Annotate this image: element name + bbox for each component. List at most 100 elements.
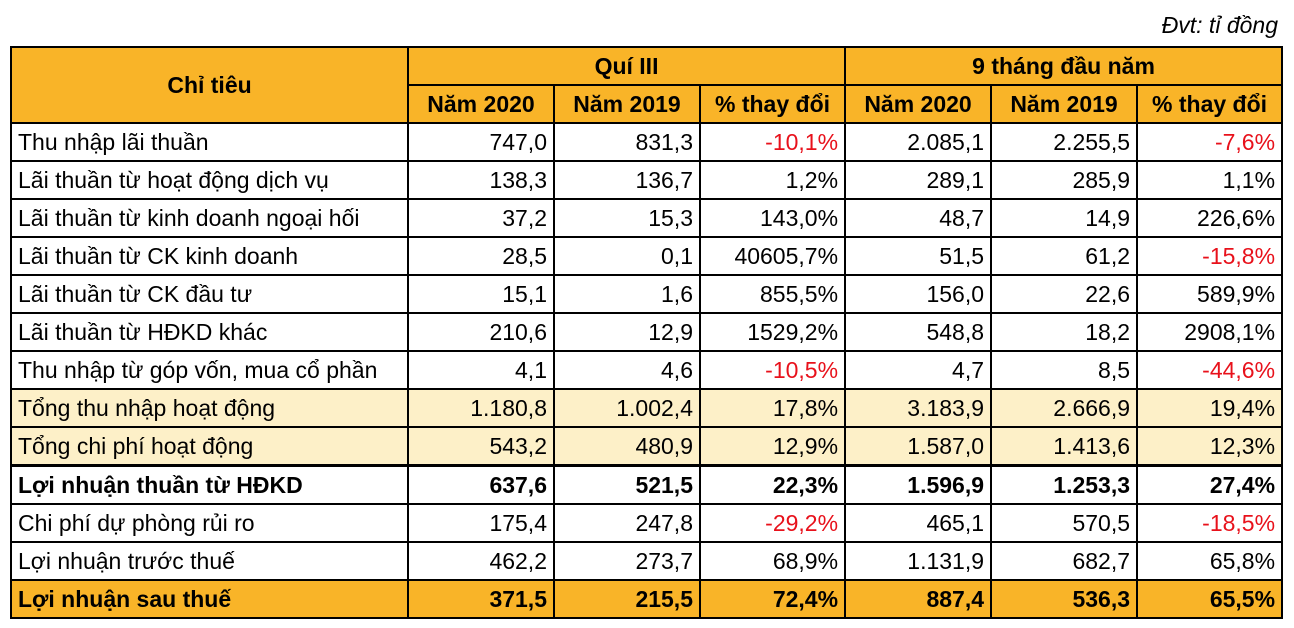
- header-row-label: Chỉ tiêu: [10, 46, 409, 124]
- table-row: Tổng thu nhập hoạt động 1.180,8 1.002,4 17,…: [10, 388, 1284, 428]
- table-cell: 15,1: [407, 274, 555, 314]
- row-label: Thu nhập từ góp vốn, mua cổ phần: [10, 350, 409, 390]
- table-cell: 273,7: [553, 541, 701, 581]
- row-label: Lãi thuần từ hoạt động dịch vụ: [10, 160, 409, 200]
- table-cell: 589,9%: [1136, 274, 1284, 314]
- table-cell: 1.180,8: [407, 388, 555, 428]
- table-cell: 51,5: [844, 236, 993, 276]
- table-cell: 18,2: [990, 312, 1139, 352]
- subheader-9m-2019: Năm 2019: [990, 84, 1139, 124]
- table-cell: 143,0%: [698, 198, 847, 238]
- table-cell: 831,3: [553, 122, 701, 162]
- table-cell: 285,9: [990, 160, 1139, 200]
- table-cell: 1.002,4: [553, 388, 701, 428]
- table-cell: 536,3: [990, 579, 1139, 619]
- row-label: Thu nhập lãi thuần: [10, 122, 409, 162]
- unit-label: Đvt: tỉ đồng: [1161, 12, 1278, 38]
- table-cell: 14,9: [990, 198, 1139, 238]
- table-row: Lợi nhuận thuần từ HĐKD 637,6 521,5 22,3% 1.…: [10, 464, 1284, 505]
- table-row: Lãi thuần từ CK kinh doanh 28,5 0,1 40605,7…: [10, 236, 1284, 276]
- table-cell: 2.085,1: [844, 122, 993, 162]
- table-cell: 4,1: [407, 350, 555, 390]
- table-cell: 682,7: [990, 541, 1139, 581]
- table-cell: 4,6: [553, 350, 701, 390]
- table-cell: -15,8%: [1136, 236, 1284, 276]
- table-cell: 37,2: [407, 198, 555, 238]
- row-label: Lợi nhuận sau thuế: [10, 579, 409, 619]
- subheader-q3-change: % thay đổi: [698, 84, 847, 124]
- table-cell: 1.253,3: [990, 464, 1139, 505]
- table-row: Lãi thuần từ hoạt động dịch vụ 138,3 136,7…: [10, 160, 1284, 200]
- table-cell: 548,8: [844, 312, 993, 352]
- table-cell: 0,1: [553, 236, 701, 276]
- row-label: Lãi thuần từ HĐKD khác: [10, 312, 409, 352]
- row-label: Tổng chi phí hoạt động: [10, 426, 409, 467]
- table-cell: 1.413,6: [990, 426, 1139, 467]
- table-cell: 15,3: [553, 198, 701, 238]
- table-cell: 65,5%: [1136, 579, 1284, 619]
- table-cell: -29,2%: [698, 503, 847, 543]
- table-cell: 12,3%: [1136, 426, 1284, 467]
- subheader-q3-2020: Năm 2020: [407, 84, 555, 124]
- table-cell: 68,9%: [698, 541, 847, 581]
- table-row: Thu nhập lãi thuần 747,0 831,3 -10,1% 2.085,…: [10, 122, 1284, 162]
- subheader-9m-2020: Năm 2020: [844, 84, 993, 124]
- table-cell: -44,6%: [1136, 350, 1284, 390]
- table-cell: 12,9%: [698, 426, 847, 467]
- table-cell: 855,5%: [698, 274, 847, 314]
- table-cell: 48,7: [844, 198, 993, 238]
- table-cell: 637,6: [407, 464, 555, 505]
- row-label: Lợi nhuận thuần từ HĐKD: [10, 464, 409, 505]
- table-row: Lợi nhuận sau thuế 371,5 215,5 72,4% 887,4 53…: [10, 579, 1284, 619]
- table-cell: 226,6%: [1136, 198, 1284, 238]
- table-cell: 570,5: [990, 503, 1139, 543]
- table-cell: 289,1: [844, 160, 993, 200]
- table-cell: 1.131,9: [844, 541, 993, 581]
- table-row: Lợi nhuận trước thuế 462,2 273,7 68,9% 1.131…: [10, 541, 1284, 581]
- table-cell: 12,9: [553, 312, 701, 352]
- table-cell: -7,6%: [1136, 122, 1284, 162]
- table-cell: 1,6: [553, 274, 701, 314]
- table-cell: 247,8: [553, 503, 701, 543]
- table-row: Tổng chi phí hoạt động 543,2 480,9 12,9% 1.5…: [10, 426, 1284, 467]
- table-row: Lãi thuần từ kinh doanh ngoại hối 37,2 15,…: [10, 198, 1284, 238]
- table-cell: 2908,1%: [1136, 312, 1284, 352]
- table-cell: -10,1%: [698, 122, 847, 162]
- table-cell: 72,4%: [698, 579, 847, 619]
- row-label: Lãi thuần từ CK đầu tư: [10, 274, 409, 314]
- table-cell: 136,7: [553, 160, 701, 200]
- row-label: Lãi thuần từ kinh doanh ngoại hối: [10, 198, 409, 238]
- subheader-9m-change: % thay đổi: [1136, 84, 1284, 124]
- table-cell: 65,8%: [1136, 541, 1284, 581]
- table-cell: 1529,2%: [698, 312, 847, 352]
- table-cell: 465,1: [844, 503, 993, 543]
- table-cell: 8,5: [990, 350, 1139, 390]
- table-cell: 210,6: [407, 312, 555, 352]
- row-label: Lợi nhuận trước thuế: [10, 541, 409, 581]
- table-cell: 2.666,9: [990, 388, 1139, 428]
- table-cell: 887,4: [844, 579, 993, 619]
- table-cell: 1,2%: [698, 160, 847, 200]
- table-cell: 2.255,5: [990, 122, 1139, 162]
- header-group-q3: Quí III: [406, 46, 847, 86]
- table-cell: 1,1%: [1136, 160, 1284, 200]
- table-cell: 40605,7%: [698, 236, 847, 276]
- financial-table: Chỉ tiêu Quí III 9 tháng đầu năm Năm 202…: [10, 46, 1284, 619]
- table-cell: 19,4%: [1136, 388, 1284, 428]
- table-cell: 462,2: [407, 541, 555, 581]
- table-cell: 1.596,9: [844, 464, 993, 505]
- row-label: Tổng thu nhập hoạt động: [10, 388, 409, 428]
- subheader-q3-2019: Năm 2019: [553, 84, 701, 124]
- table-cell: 156,0: [844, 274, 993, 314]
- table-cell: -18,5%: [1136, 503, 1284, 543]
- table-row: Lãi thuần từ HĐKD khác 210,6 12,9 1529,2% 54…: [10, 312, 1284, 352]
- table-cell: 543,2: [407, 426, 555, 467]
- table-cell: 215,5: [553, 579, 701, 619]
- table-cell: 138,3: [407, 160, 555, 200]
- table-cell: 747,0: [407, 122, 555, 162]
- table-cell: 521,5: [553, 464, 701, 505]
- table-cell: 27,4%: [1136, 464, 1284, 505]
- table-cell: -10,5%: [698, 350, 847, 390]
- table-cell: 28,5: [407, 236, 555, 276]
- header-group-9m: 9 tháng đầu năm: [844, 46, 1284, 86]
